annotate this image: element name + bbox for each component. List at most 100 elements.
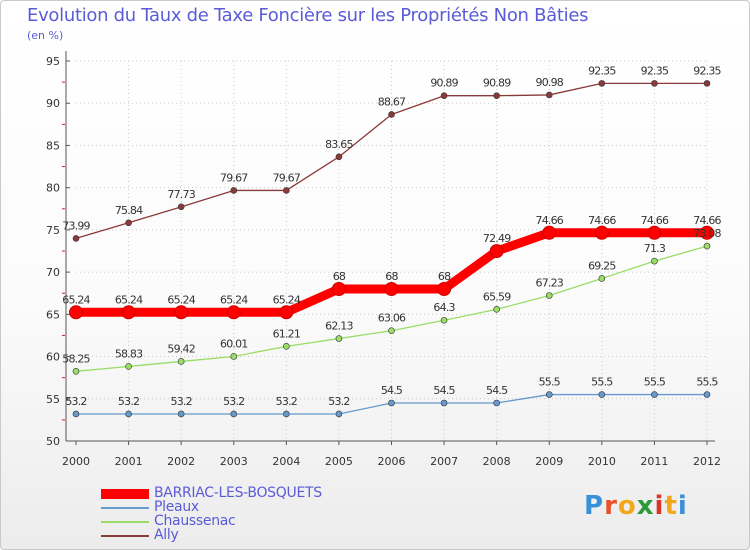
data-point-0	[542, 225, 557, 240]
legend-label-ally: Ally	[154, 527, 179, 543]
data-label-0: 65.24	[115, 293, 143, 306]
data-label-3: 90.98	[536, 76, 564, 89]
data-point-3	[230, 187, 238, 194]
data-label-2: 67.23	[536, 277, 564, 290]
data-label-0: 65.24	[167, 293, 195, 306]
y-tick-label: 95	[46, 55, 60, 68]
x-tick-label: 2005	[325, 455, 353, 468]
data-label-1: 53.2	[65, 395, 86, 408]
data-label-0: 74.66	[641, 214, 669, 227]
data-label-0: 74.66	[588, 214, 616, 227]
data-label-1: 53.2	[171, 395, 192, 408]
data-label-0: 68	[333, 270, 346, 283]
data-label-2: 63.06	[378, 312, 406, 325]
data-point-3	[545, 91, 553, 99]
data-point-2	[283, 343, 290, 350]
data-label-2: 69.25	[588, 259, 616, 272]
data-point-3	[651, 80, 658, 87]
legend-swatch-chaussenac	[101, 521, 149, 523]
data-label-2: 65.59	[483, 290, 511, 303]
data-label-3: 92.35	[693, 64, 721, 77]
data-point-2	[703, 242, 711, 250]
data-label-1: 53.2	[118, 395, 139, 408]
data-point-2	[440, 316, 448, 324]
data-point-2	[388, 327, 395, 335]
y-tick-label: 70	[46, 266, 60, 279]
data-point-2	[335, 335, 343, 342]
data-label-3: 90.89	[483, 77, 511, 90]
data-label-1: 55.5	[644, 376, 666, 389]
data-label-2: 62.13	[325, 320, 353, 333]
data-label-0: 72.49	[483, 232, 511, 245]
data-label-1: 55.5	[591, 376, 613, 389]
data-point-0	[384, 282, 399, 296]
proxiti-logo: Proxiti	[584, 491, 688, 521]
data-point-3	[388, 111, 395, 118]
data-label-2: 58.83	[115, 347, 143, 360]
data-point-3	[72, 235, 80, 242]
x-tick-label: 2004	[272, 455, 300, 468]
data-label-1: 53.2	[276, 395, 297, 408]
data-label-1: 54.5	[486, 384, 508, 397]
data-label-2: 71.3	[644, 242, 666, 255]
x-tick-label: 2011	[640, 455, 668, 468]
x-tick-label: 2008	[483, 455, 511, 468]
x-tick-label: 2002	[167, 455, 195, 468]
data-label-3: 73.99	[62, 219, 90, 232]
data-point-0	[331, 282, 346, 296]
x-tick-label: 2003	[220, 455, 248, 468]
y-tick-label: 60	[46, 351, 60, 364]
data-label-1: 55.5	[539, 376, 561, 389]
x-tick-label: 2006	[378, 455, 406, 468]
data-point-3	[125, 219, 132, 227]
data-label-0: 65.24	[62, 293, 90, 306]
data-label-1: 54.5	[381, 384, 403, 397]
data-point-2	[651, 257, 658, 265]
data-label-2: 61.21	[273, 327, 301, 340]
data-label-0: 74.66	[693, 214, 721, 227]
data-label-2: 64.3	[433, 301, 455, 314]
x-tick-label: 2012	[693, 455, 721, 468]
data-point-2	[177, 358, 185, 365]
data-label-0: 68	[438, 270, 451, 283]
data-point-0	[279, 305, 294, 320]
x-tick-label: 2009	[535, 455, 563, 468]
data-point-3	[335, 153, 343, 161]
data-point-1	[440, 399, 448, 407]
y-tick-label: 55	[46, 393, 60, 406]
data-label-3: 79.67	[220, 171, 248, 184]
data-point-1	[230, 410, 238, 418]
data-label-2: 58.25	[62, 352, 90, 365]
y-tick-label: 90	[46, 97, 60, 110]
data-label-0: 65.24	[273, 293, 301, 306]
data-point-0	[121, 305, 136, 320]
x-tick-label: 2000	[62, 455, 90, 468]
data-label-1: 55.5	[696, 376, 718, 389]
data-point-1	[651, 391, 658, 398]
data-point-0	[174, 305, 189, 320]
data-point-2	[230, 353, 238, 360]
legend-swatch-barriac	[101, 489, 149, 499]
data-label-3: 92.35	[641, 64, 669, 77]
data-point-2	[72, 368, 80, 375]
data-label-2: 73.08	[693, 227, 721, 240]
data-label-0: 68	[385, 270, 398, 283]
data-point-3	[493, 92, 500, 100]
y-tick-label: 65	[46, 308, 60, 321]
x-tick-label: 2010	[588, 455, 616, 468]
data-label-3: 79.67	[273, 171, 301, 184]
data-point-0	[489, 244, 504, 259]
data-label-2: 59.42	[167, 342, 195, 355]
data-point-1	[335, 410, 343, 418]
data-point-3	[703, 80, 711, 87]
data-point-2	[493, 306, 500, 313]
data-label-3: 90.89	[430, 77, 458, 90]
data-point-0	[69, 305, 83, 320]
y-tick-label: 50	[46, 435, 60, 448]
data-point-1	[598, 391, 606, 398]
data-point-0	[647, 225, 662, 240]
y-tick-label: 80	[46, 182, 60, 195]
data-point-1	[703, 391, 711, 398]
